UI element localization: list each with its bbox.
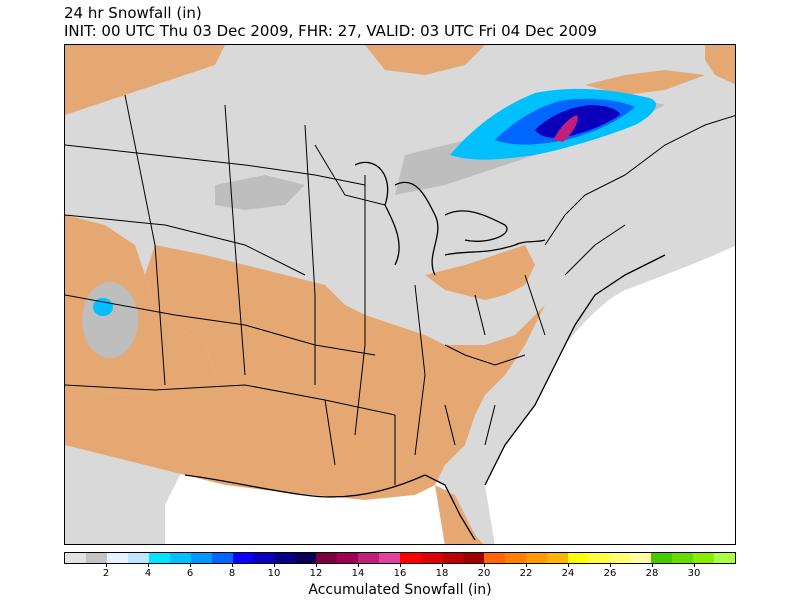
colorbar (64, 552, 736, 564)
colorbar-segment (504, 553, 526, 563)
colorbar-segment (693, 553, 715, 563)
snow-14in (553, 115, 578, 142)
map-subtitle: INIT: 00 UTC Thu 03 Dec 2009, FHR: 27, V… (64, 22, 597, 40)
ocean-south (506, 465, 735, 544)
colorbar-segment (85, 553, 107, 563)
colorbar-tick-label: 18 (435, 568, 449, 579)
land-south-central (65, 245, 545, 500)
coastlines (184, 161, 666, 541)
colorbar-tick-label: 16 (393, 568, 407, 579)
colorbar-tick-label: 2 (102, 568, 110, 579)
colorbar-segment (127, 553, 149, 563)
colorbar-tick-label: 14 (351, 568, 365, 579)
land-ohio-valley (425, 245, 535, 300)
colorbar-tick-label: 24 (561, 568, 575, 579)
map-canvas (65, 45, 735, 544)
colorbar-segment (232, 553, 254, 563)
colorbar-segment (190, 553, 212, 563)
colorbar-tick-mark (526, 564, 527, 567)
colorbar-segment (211, 553, 233, 563)
snow-10in (535, 105, 620, 138)
colorbar-tick-label: 6 (186, 568, 194, 579)
colorbar-tick-mark (568, 564, 569, 567)
colorbar-ticks: 2 4 6 8 10 12 14 16 18 20 22 24 26 28 30 (64, 564, 736, 580)
colorbar-tick-mark (484, 564, 485, 567)
colorbar-tick-label: 26 (603, 568, 617, 579)
colorbar-tick-label: 30 (687, 568, 701, 579)
colorbar-tick-label: 20 (477, 568, 491, 579)
colorbar-tick-label: 8 (228, 568, 236, 579)
colorbar-tick-label: 10 (267, 568, 281, 579)
snowfall-map (64, 44, 736, 545)
colorbar-tick-mark (694, 564, 695, 567)
colorbar-segment (525, 553, 547, 563)
colorbar-segment (546, 553, 568, 563)
colorbar-tick-mark (442, 564, 443, 567)
colorbar-tick-mark (358, 564, 359, 567)
colorbar-tick-label: 28 (645, 568, 659, 579)
colorbar-segment (316, 553, 338, 563)
colorbar-segment (295, 553, 317, 563)
colorbar-segment (567, 553, 589, 563)
state-borders (65, 94, 735, 485)
colorbar-tick-label: 12 (309, 568, 323, 579)
colorbar-tick-mark (232, 564, 233, 567)
colorbar-tick-mark (400, 564, 401, 567)
snow-colorado-light (82, 282, 138, 358)
colorbar-tick-label: 22 (519, 568, 533, 579)
colorbar-segment (337, 553, 359, 563)
colorbar-segment (379, 553, 400, 563)
colorbar-segment (462, 553, 484, 563)
land-quebec (585, 70, 705, 95)
colorbar-segment (274, 553, 296, 563)
land-northeast (705, 45, 735, 85)
colorbar-segment (714, 553, 735, 563)
snow-band-plains (215, 175, 305, 210)
colorbar-tick-label: 4 (144, 568, 152, 579)
colorbar-segment (483, 553, 505, 563)
colorbar-segment (609, 553, 631, 563)
colorbar-segment (169, 553, 191, 563)
colorbar-segment (651, 553, 673, 563)
colorbar-segment (588, 553, 610, 563)
colorbar-segment (358, 553, 380, 563)
colorbar-tick-mark (190, 564, 191, 567)
colorbar-segment (441, 553, 463, 563)
colorbar-segment (106, 553, 128, 563)
colorbar-tick-mark (610, 564, 611, 567)
colorbar-tick-mark (652, 564, 653, 567)
colorbar-segment (400, 553, 421, 563)
colorbar-tick-mark (316, 564, 317, 567)
colorbar-segment (630, 553, 652, 563)
colorbar-segment (148, 553, 170, 563)
land-nw (65, 45, 225, 115)
map-title: 24 hr Snowfall (in) (64, 4, 202, 22)
land-north (365, 45, 485, 75)
colorbar-segment (420, 553, 442, 563)
colorbar-tick-mark (148, 564, 149, 567)
colorbar-segment (672, 553, 694, 563)
colorbar-label: Accumulated Snowfall (in) (308, 582, 492, 598)
colorbar-tick-mark (274, 564, 275, 567)
colorbar-segment (65, 553, 86, 563)
colorbar-tick-mark (106, 564, 107, 567)
colorbar-segment (253, 553, 275, 563)
